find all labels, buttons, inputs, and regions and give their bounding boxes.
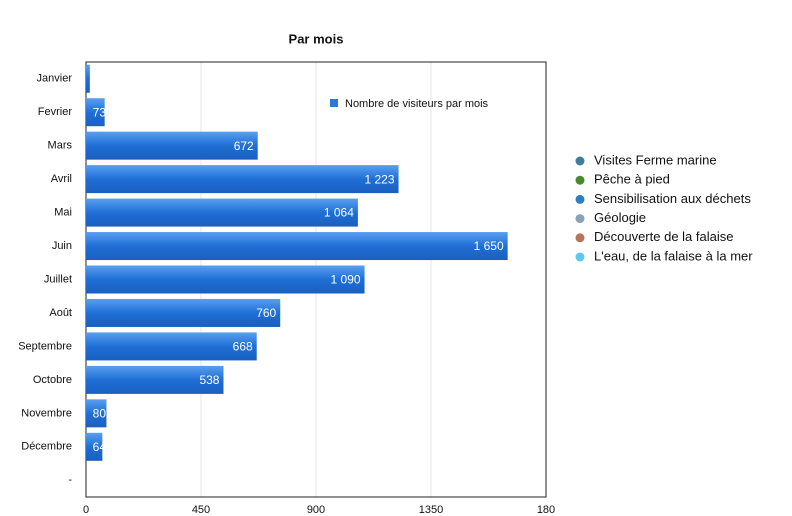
y-tick-label: Fevrier — [38, 106, 73, 118]
y-tick-label: Novembre — [21, 407, 72, 419]
bar — [86, 399, 107, 428]
x-tick-label: 180 — [537, 504, 555, 516]
side-legend-dot — [575, 175, 585, 185]
y-tick-label: - — [68, 474, 72, 486]
y-tick-label: Juin — [52, 240, 72, 252]
side-legend-dot — [575, 233, 585, 243]
value-label: 760 — [256, 306, 276, 320]
y-tick-label: Septembre — [18, 340, 72, 352]
value-label: 538 — [199, 373, 219, 387]
side-legend-dot — [575, 194, 585, 204]
chart-title: Par mois — [289, 31, 344, 46]
y-tick-label: Juillet — [44, 273, 72, 285]
side-legend-label: Visites Ferme marine — [594, 152, 717, 167]
x-tick-label: 1350 — [419, 504, 443, 516]
value-label: 1 223 — [365, 172, 395, 186]
side-legend-dot — [575, 156, 585, 166]
value-label: 1 090 — [331, 273, 361, 287]
x-tick-label: 900 — [307, 504, 325, 516]
side-legend-label: L'eau, de la falaise à la mer — [594, 248, 753, 263]
x-tick-label: 0 — [83, 504, 89, 516]
bar — [86, 232, 508, 261]
bar — [86, 165, 399, 194]
y-tick-label: Mai — [54, 206, 72, 218]
y-tick-label: Mars — [48, 140, 73, 152]
bar — [86, 131, 258, 160]
legend-label: Nombre de visiteurs par mois — [345, 98, 489, 110]
value-label: 668 — [233, 340, 253, 354]
x-tick-label: 450 — [192, 504, 210, 516]
value-label: 672 — [234, 139, 254, 153]
y-tick-label: Avril — [51, 173, 72, 185]
value-label: 1 064 — [324, 206, 354, 220]
side-legend-label: Découverte de la falaise — [594, 229, 733, 244]
y-tick-label: Janvier — [37, 73, 73, 85]
y-tick-label: Décembre — [21, 441, 72, 453]
value-label: 73 — [93, 105, 107, 119]
value-label: 1 650 — [474, 239, 504, 253]
side-legend-label: Sensibilisation aux déchets — [594, 191, 751, 206]
side-legend-dot — [575, 252, 585, 262]
bar — [86, 98, 105, 127]
bar — [86, 64, 90, 93]
value-label: 80 — [93, 407, 107, 421]
bar — [86, 365, 224, 394]
side-legend-label: Géologie — [594, 210, 646, 225]
bar — [86, 298, 281, 327]
bar — [86, 198, 358, 227]
value-label: 15 — [93, 72, 107, 86]
y-tick-label: Octobre — [33, 374, 72, 386]
value-label: 64 — [93, 440, 107, 454]
side-legend-dot — [575, 214, 585, 224]
y-tick-label: Août — [49, 307, 72, 319]
bar — [86, 265, 365, 294]
bar — [86, 332, 257, 361]
bar — [86, 432, 103, 461]
legend-swatch — [330, 99, 338, 107]
side-legend-label: Pêche à pied — [594, 172, 670, 187]
